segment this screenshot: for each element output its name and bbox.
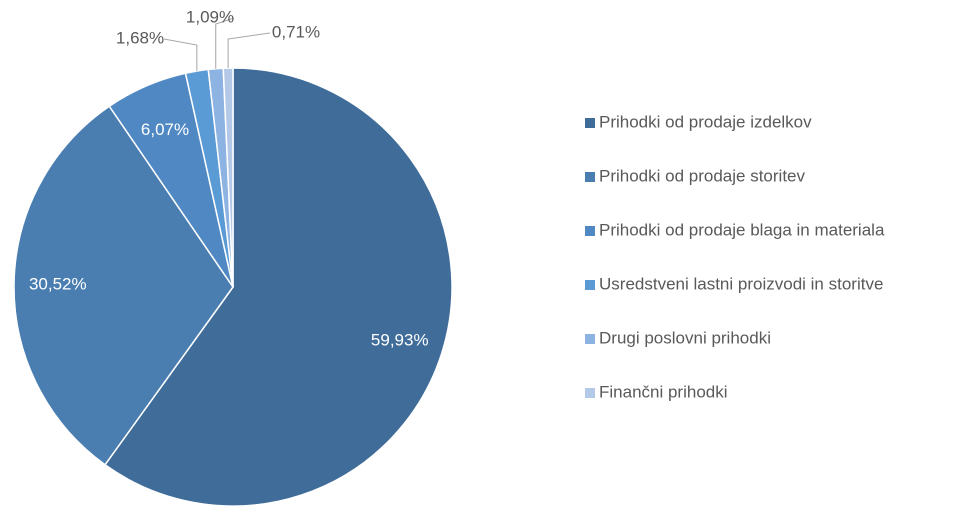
pie-slice bbox=[104, 67, 453, 506]
legend-label: Prihodki od prodaje storitev bbox=[599, 166, 806, 185]
leader-line bbox=[227, 32, 271, 69]
data-label: 59,93% bbox=[371, 330, 429, 349]
legend-label: Finančni prihodki bbox=[599, 382, 728, 401]
leader-line bbox=[163, 38, 198, 72]
data-label: 30,52% bbox=[29, 274, 87, 293]
legend-label: Prihodki od prodaje blaga in materiala bbox=[599, 220, 885, 239]
legend-label: Usredstveni lastni proizvodi in storitve bbox=[599, 274, 883, 293]
leader-line bbox=[215, 17, 235, 69]
data-label: 1,09% bbox=[186, 7, 234, 26]
data-label: 6,07% bbox=[141, 120, 189, 139]
legend-label: Prihodki od prodaje izdelkov bbox=[599, 112, 812, 131]
legend-swatch bbox=[585, 334, 595, 344]
legend-swatch bbox=[585, 226, 595, 236]
legend-swatch bbox=[585, 172, 595, 182]
legend-label: Drugi poslovni prihodki bbox=[599, 328, 771, 347]
legend-swatch bbox=[585, 118, 595, 128]
data-label: 1,68% bbox=[116, 28, 164, 47]
pie-slice bbox=[13, 105, 234, 466]
legend-swatch bbox=[585, 280, 595, 290]
data-label: 0,71% bbox=[272, 22, 320, 41]
pie-slice bbox=[222, 67, 234, 288]
legend-swatch bbox=[585, 388, 595, 398]
